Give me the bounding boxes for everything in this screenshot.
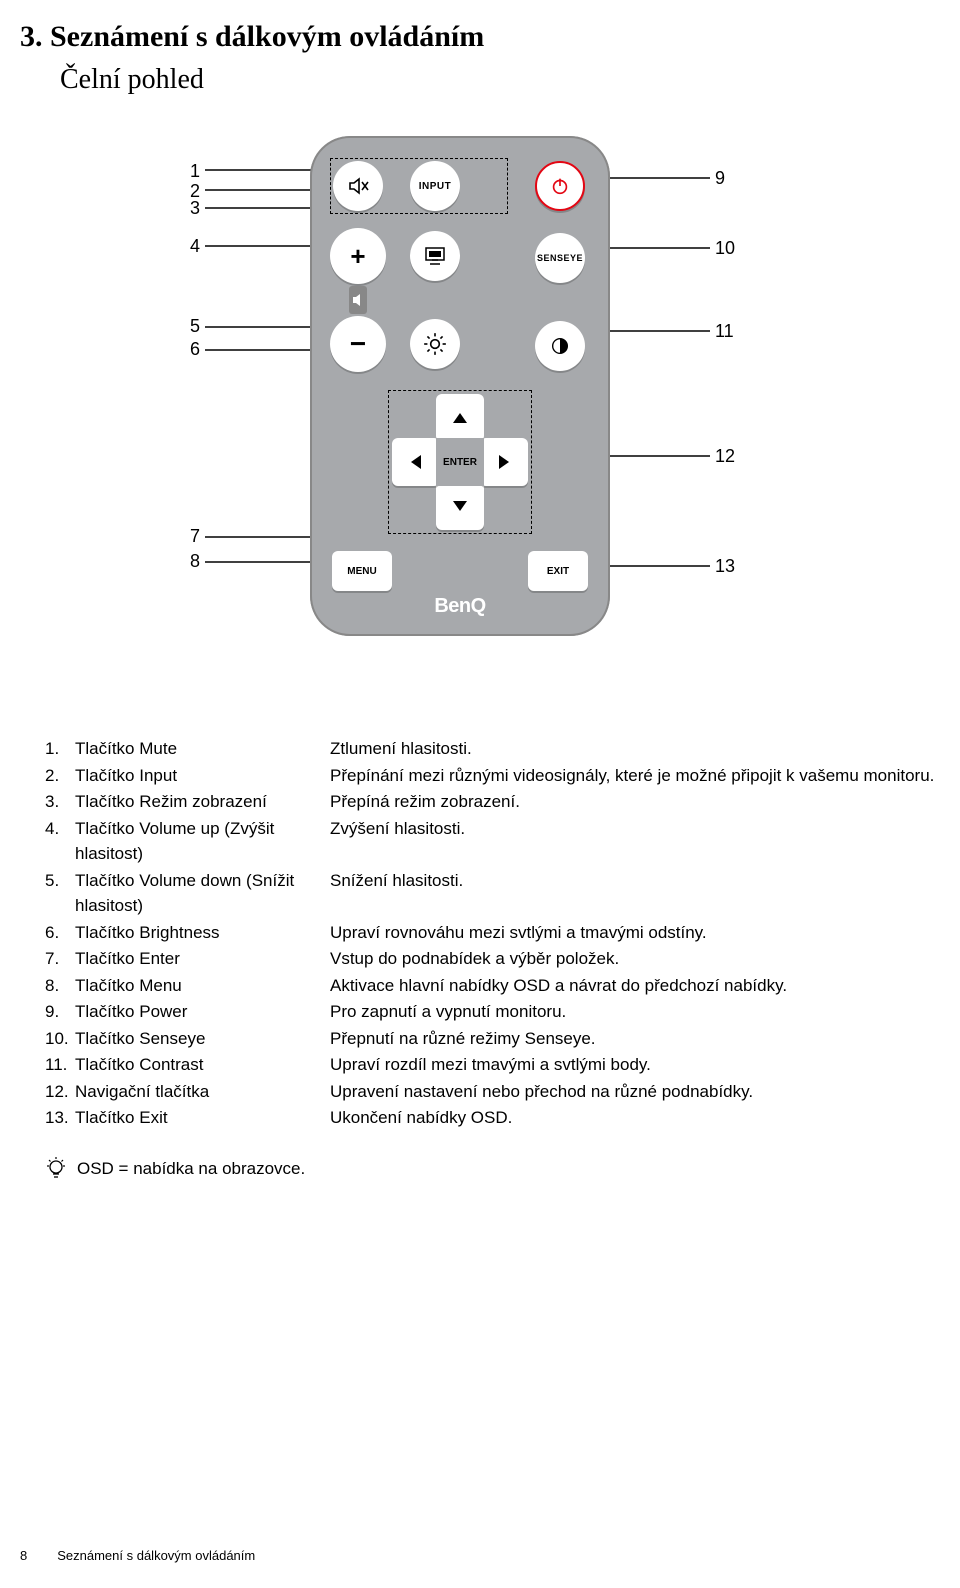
brightness-button[interactable]	[410, 319, 460, 369]
senseye-button[interactable]: SENSEYE	[535, 233, 585, 283]
dpad-up-button[interactable]	[436, 394, 484, 442]
enter-button[interactable]: ENTER	[436, 438, 484, 486]
mute-button[interactable]	[333, 161, 383, 211]
callout-7: 7	[190, 526, 200, 547]
input-label: INPUT	[419, 181, 452, 192]
triangle-left-icon	[411, 455, 421, 469]
list-item: 6.Tlačítko BrightnessUpraví rovnováhu me…	[45, 920, 940, 946]
display-mode-icon	[423, 246, 447, 266]
list-item: 13.Tlačítko ExitUkončení nabídky OSD.	[45, 1105, 940, 1131]
dpad-right-button[interactable]	[480, 438, 528, 486]
page-subheading: Čelní pohled	[0, 64, 960, 96]
power-button[interactable]	[535, 161, 585, 211]
triangle-right-icon	[499, 455, 509, 469]
list-item: 8.Tlačítko MenuAktivace hlavní nabídky O…	[45, 973, 940, 999]
callout-5: 5	[190, 316, 200, 337]
senseye-label: SENSEYE	[537, 253, 583, 263]
footer-page-number: 8	[20, 1548, 27, 1563]
input-button[interactable]: INPUT	[410, 161, 460, 211]
callout-9: 9	[715, 168, 725, 189]
page-footer: 8 Seznámení s dálkovým ovládáním	[20, 1548, 255, 1563]
menu-button[interactable]: MENU	[332, 551, 392, 591]
benq-logo: BenQ	[310, 595, 610, 618]
dpad: ENTER	[392, 394, 528, 530]
remote-diagram: 1 2 3 4 5 6 7 8 9 10 11 12 13	[0, 126, 960, 696]
list-item: 9.Tlačítko PowerPro zapnutí a vypnutí mo…	[45, 999, 940, 1025]
list-item: 10.Tlačítko SenseyePřepnutí na různé rež…	[45, 1026, 940, 1052]
list-item: 2.Tlačítko InputPřepínání mezi různými v…	[45, 763, 940, 789]
volume-down-button[interactable]: −	[330, 316, 386, 372]
dpad-left-button[interactable]	[392, 438, 440, 486]
triangle-down-icon	[453, 501, 467, 511]
callout-12: 12	[715, 446, 735, 467]
list-item: 11.Tlačítko ContrastUpraví rozdíl mezi t…	[45, 1052, 940, 1078]
speaker-pad	[349, 286, 367, 314]
brightness-icon	[422, 331, 448, 357]
osd-note: OSD = nabídka na obrazovce.	[0, 1156, 960, 1182]
callout-3: 3	[190, 198, 200, 219]
list-item: 4.Tlačítko Volume up (Zvýšit hlasitost)Z…	[45, 816, 940, 867]
plus-icon: +	[350, 241, 365, 272]
note-text: OSD = nabídka na obrazovce.	[77, 1159, 305, 1179]
list-item: 3.Tlačítko Režim zobrazeníPřepíná režim …	[45, 789, 940, 815]
volume-up-button[interactable]: +	[330, 228, 386, 284]
remote-body: INPUT + SENSEYE	[310, 136, 610, 636]
triangle-up-icon	[453, 413, 467, 423]
enter-label: ENTER	[443, 457, 477, 468]
contrast-icon	[549, 335, 571, 357]
exit-button[interactable]: EXIT	[528, 551, 588, 591]
callout-11: 11	[715, 321, 734, 342]
minus-icon: −	[350, 328, 366, 360]
page-heading: 3. Seznámení s dálkovým ovládáním	[0, 20, 960, 54]
dpad-down-button[interactable]	[436, 482, 484, 530]
display-mode-button[interactable]	[410, 231, 460, 281]
footer-title: Seznámení s dálkovým ovládáním	[57, 1548, 255, 1563]
exit-label: EXIT	[547, 566, 569, 577]
power-icon	[549, 175, 571, 197]
callout-13: 13	[715, 556, 735, 577]
list-item: 1.Tlačítko MuteZtlumení hlasitosti.	[45, 736, 940, 762]
callout-4: 4	[190, 236, 200, 257]
contrast-button[interactable]	[535, 321, 585, 371]
mute-icon	[346, 174, 370, 198]
list-item: 12.Navigační tlačítkaUpravení nastavení …	[45, 1079, 940, 1105]
callout-1: 1	[190, 161, 200, 182]
callout-10: 10	[715, 238, 735, 259]
menu-label: MENU	[347, 566, 376, 577]
button-legend: 1.Tlačítko MuteZtlumení hlasitosti. 2.Tl…	[0, 736, 960, 1131]
callout-8: 8	[190, 551, 200, 572]
list-item: 5.Tlačítko Volume down (Snížit hlasitost…	[45, 868, 940, 919]
callout-6: 6	[190, 339, 200, 360]
list-item: 7.Tlačítko EnterVstup do podnabídek a vý…	[45, 946, 940, 972]
bulb-icon	[45, 1156, 67, 1182]
